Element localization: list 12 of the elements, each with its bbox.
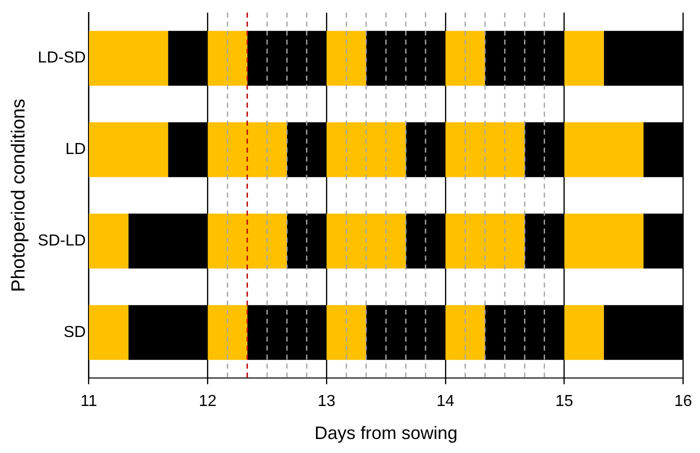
y-axis-title: Photoperiod conditions [8, 98, 30, 292]
y-tick-label: LD-SD [38, 50, 86, 67]
x-tick-label: 15 [555, 393, 574, 410]
x-tick-label: 13 [318, 393, 336, 410]
x-tick-label: 11 [80, 393, 98, 410]
x-tick-label: 16 [674, 393, 692, 410]
x-tick-label: 14 [436, 393, 454, 410]
x-tick-label: 12 [198, 393, 217, 410]
y-tick-label: SD-LD [38, 232, 86, 250]
y-tick-label: SD [64, 324, 86, 341]
x-axis-title: Days from sowing [314, 423, 458, 444]
y-tick-label: LD [65, 141, 86, 158]
